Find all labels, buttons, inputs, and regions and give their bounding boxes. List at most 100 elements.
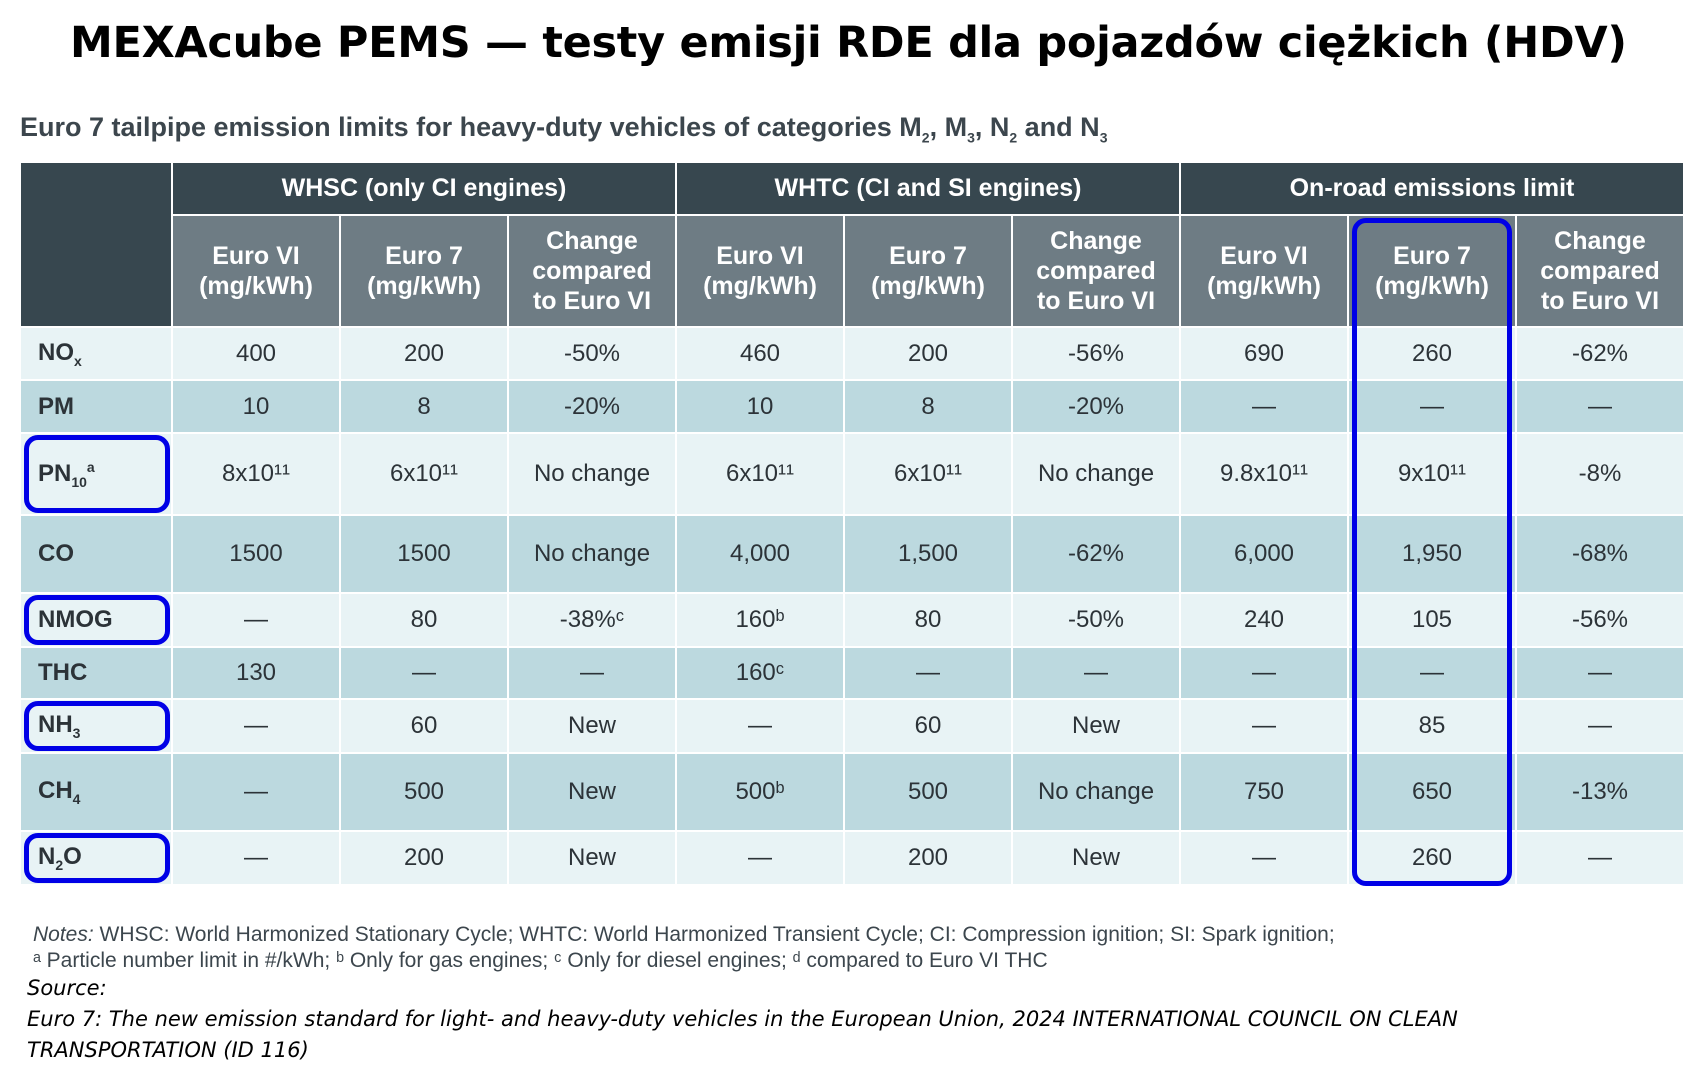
table-row: CH4—500 New 500ᵇ 500 No change 750 650 -13%	[21, 754, 1683, 830]
column-header-line: (mg/kWh)	[199, 272, 313, 300]
table-cell: 60	[341, 700, 507, 752]
table-cell: 500	[341, 754, 507, 830]
group-header-2: On-road emissions limit	[1181, 163, 1683, 214]
column-header-1: Euro 7 (mg/kWh)	[341, 216, 507, 326]
row-label: N2O	[21, 832, 171, 884]
table-cell: —	[845, 648, 1011, 698]
row-label: NMOG	[21, 594, 171, 646]
table-cell: 6x10¹¹	[845, 434, 1011, 514]
table-row: NMOG —80 -38%ᶜ 160ᵇ 80 -50% 240 105 -56%	[21, 594, 1683, 646]
label-highlight-outline	[24, 833, 170, 883]
table-cell: 8	[341, 381, 507, 432]
table-cell: —	[1517, 648, 1683, 698]
table-row: THC 130— —160ᶜ — — — — —	[21, 648, 1683, 698]
source-label: Source:	[27, 976, 107, 1000]
table-cell: No change	[1013, 434, 1179, 514]
table-cell: —	[677, 700, 843, 752]
table-cell: 160ᵇ	[677, 594, 843, 646]
table-cell: —	[1517, 700, 1683, 752]
table-cell: 8	[845, 381, 1011, 432]
column-header-line: (mg/kWh)	[1375, 272, 1489, 300]
table-cell: 9.8x10¹¹	[1181, 434, 1347, 514]
column-header-8: Change compared to Euro VI	[1517, 216, 1683, 326]
table-cell: 8x10¹¹	[173, 434, 339, 514]
table-cell: 80	[341, 594, 507, 646]
table-cell: 6x10¹¹	[341, 434, 507, 514]
table-cell: 750	[1181, 754, 1347, 830]
row-label: PM	[21, 381, 171, 432]
label-highlight-outline	[24, 595, 170, 645]
emission-limits-table: WHSC (only CI engines) WHTC (CI and SI en…	[19, 161, 1685, 886]
table-cell: 1500	[173, 516, 339, 592]
table-cell: 1,950	[1349, 516, 1515, 592]
table-cell: 130	[173, 648, 339, 698]
row-label: NOx	[21, 328, 171, 379]
column-header-line: (mg/kWh)	[367, 272, 481, 300]
table-cell: New	[1013, 832, 1179, 884]
row-label: CO	[21, 516, 171, 592]
table-cell: 10	[173, 381, 339, 432]
table-cell: 240	[1181, 594, 1347, 646]
table-row: PM 10 8 -20% 10 8 -20% — — —	[21, 381, 1683, 432]
row-label: CH4	[21, 754, 171, 830]
table-cell: —	[173, 594, 339, 646]
table-cell: —	[341, 648, 507, 698]
table-cell: 80	[845, 594, 1011, 646]
table-cell: 500	[845, 754, 1011, 830]
table-cell: -38%ᶜ	[509, 594, 675, 646]
emission-limits-table-container: WHSC (only CI engines) WHTC (CI and SI en…	[21, 163, 1687, 884]
table-cell: 9x10¹¹	[1349, 434, 1515, 514]
table-row: NH3—60 New —60 New —85—	[21, 700, 1683, 752]
group-header-0: WHSC (only CI engines)	[173, 163, 675, 214]
table-cell: —	[1517, 381, 1683, 432]
table-row: NOx 400 200 -50% 460 200 -56% 690 260 -62%	[21, 328, 1683, 379]
sub-header-row: Euro VI (mg/kWh) Euro 7 (mg/kWh) Change compa…	[21, 216, 1683, 326]
table-cell: 160ᶜ	[677, 648, 843, 698]
table-cell: —	[1517, 832, 1683, 884]
table-cell: 200	[845, 832, 1011, 884]
column-header-0: Euro VI (mg/kWh)	[173, 216, 339, 326]
page-title: MEXAcube PEMS — testy emisji RDE dla poj…	[70, 18, 1627, 68]
table-cell: —	[677, 832, 843, 884]
table-cell: —	[509, 648, 675, 698]
table-cell: —	[173, 754, 339, 830]
table-cell: New	[509, 700, 675, 752]
table-cell: -68%	[1517, 516, 1683, 592]
table-cell: —	[1013, 648, 1179, 698]
column-header-line: (mg/kWh)	[871, 272, 985, 300]
table-cell: -62%	[1013, 516, 1179, 592]
table-cell: —	[1181, 832, 1347, 884]
table-caption: Euro 7 tailpipe emission limits for heav…	[20, 112, 1108, 146]
table-cell: —	[173, 700, 339, 752]
table-cell: New	[509, 754, 675, 830]
column-header-line: (mg/kWh)	[703, 272, 817, 300]
table-cell: -56%	[1013, 328, 1179, 379]
row-label: THC	[21, 648, 171, 698]
column-header-line: Change	[1050, 227, 1142, 255]
column-header-line: (mg/kWh)	[1207, 272, 1321, 300]
column-header-4: Euro 7 (mg/kWh)	[845, 216, 1011, 326]
label-highlight-outline	[24, 701, 170, 751]
table-cell: -50%	[1013, 594, 1179, 646]
table-cell: 1500	[341, 516, 507, 592]
notes-label: Notes:	[33, 923, 94, 946]
column-header-3: Euro VI (mg/kWh)	[677, 216, 843, 326]
table-cell: No change	[1013, 754, 1179, 830]
table-cell: 4,000	[677, 516, 843, 592]
notes-line-2: ᵃ Particle number limit in #/kWh; ᵇ Only…	[33, 949, 1048, 972]
source-line-1: Euro 7: The new emission standard for li…	[27, 1007, 1458, 1031]
euro7-onroad-column-outline	[1352, 218, 1512, 886]
table-cell: -20%	[1013, 381, 1179, 432]
column-header-7: Euro 7 (mg/kWh)	[1349, 216, 1515, 326]
group-header-1: WHTC (CI and SI engines)	[677, 163, 1179, 214]
corner-cell	[21, 163, 171, 326]
column-header-6: Euro VI (mg/kWh)	[1181, 216, 1347, 326]
table-cell: 6x10¹¹	[677, 434, 843, 514]
table-cell: 690	[1181, 328, 1347, 379]
label-highlight-outline	[24, 435, 170, 513]
column-header-line: Euro 7	[889, 242, 967, 270]
table-cell: 200	[341, 832, 507, 884]
column-header-line: Euro 7	[1393, 242, 1471, 270]
column-header-line: Change	[546, 227, 638, 255]
table-cell: 10	[677, 381, 843, 432]
